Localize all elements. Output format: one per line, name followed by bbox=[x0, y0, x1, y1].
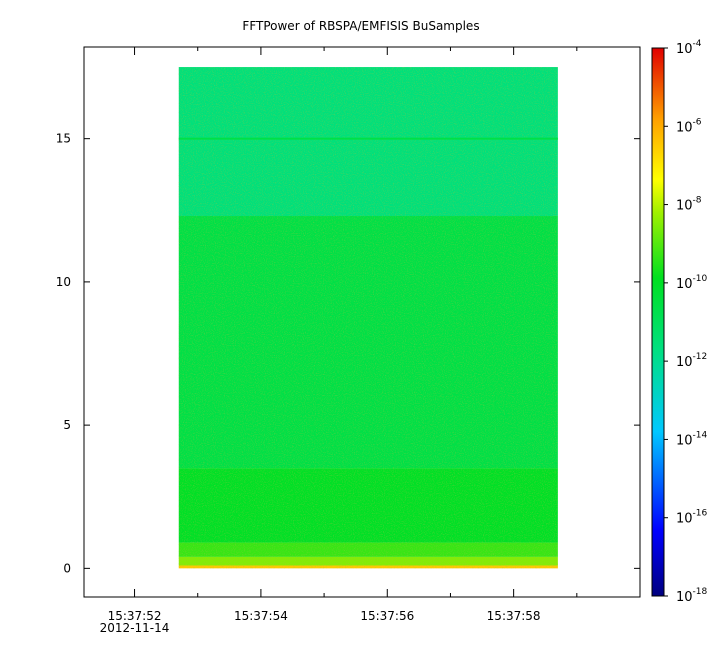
colorbar-tick-label: 10-14 bbox=[676, 430, 708, 448]
colorbar-tick-label: 10-4 bbox=[676, 39, 702, 57]
colorbar-tick-label: 10-18 bbox=[676, 587, 708, 605]
colorbar-tick-label: 10-16 bbox=[676, 509, 708, 527]
y-tick-label: 15 bbox=[56, 132, 71, 146]
colorbar-tick-label: 10-8 bbox=[676, 196, 702, 214]
y-tick-label: 5 bbox=[63, 418, 71, 432]
chart-title: FFTPower of RBSPA/EMFISIS BuSamples bbox=[242, 19, 479, 33]
colorbar-tick-label: 10-12 bbox=[676, 352, 707, 370]
x-tick-label: 15:37:58 bbox=[487, 609, 541, 623]
y-tick-label: 0 bbox=[63, 561, 71, 575]
heatmap-line-feature bbox=[178, 137, 558, 140]
heatmap-texture bbox=[178, 67, 558, 569]
x-tick-label: 15:37:56 bbox=[360, 609, 414, 623]
colorbar bbox=[651, 47, 665, 597]
x-tick-label: 15:37:54 bbox=[234, 609, 288, 623]
x-tick-label: 15:37:52 bbox=[108, 609, 162, 623]
spectrogram-image bbox=[178, 67, 558, 569]
colorbar-tick-label: 10-10 bbox=[676, 274, 708, 292]
y-tick-label: 10 bbox=[56, 275, 71, 289]
x-date-label: 2012-11-14 bbox=[100, 621, 170, 635]
colorbar-tick-label: 10-6 bbox=[676, 117, 702, 135]
colorbar-ticks: 10-4 10-6 10-8 10-10 10-12 10-14 10-16 10-18 bbox=[664, 39, 708, 605]
